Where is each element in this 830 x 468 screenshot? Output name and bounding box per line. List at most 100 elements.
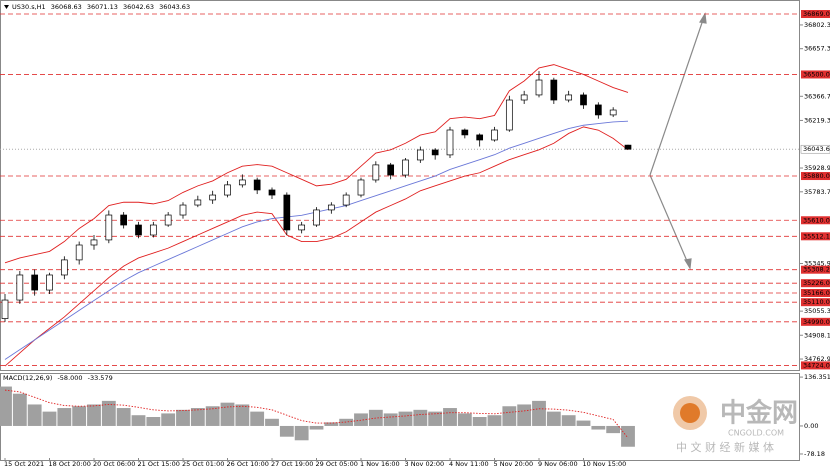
candle-body [179, 204, 187, 216]
candle-body [268, 189, 276, 196]
y-tick-label: 36219.30 [804, 116, 830, 124]
level-label-box [801, 279, 830, 288]
level-label-box [801, 172, 830, 181]
candle-body [16, 274, 24, 301]
macd-bar [443, 408, 457, 426]
candle-body [609, 109, 617, 116]
level-label: 35166.00 [803, 289, 830, 297]
x-tick-label: 29 Oct 05:00 [316, 460, 358, 468]
level-label-box [801, 70, 830, 79]
candle-body [90, 239, 98, 246]
macd-bar [72, 406, 87, 426]
y-tick-label: 34762.90 [804, 355, 830, 363]
y-tick-label: 0.00 [804, 422, 818, 430]
macd-bar [27, 404, 42, 426]
candle-body [520, 94, 528, 101]
macd-bar [116, 408, 131, 426]
candle-body [194, 199, 202, 206]
macd-bar [146, 417, 161, 426]
y-tick-label: 35055.30 [804, 307, 830, 315]
arrow-head [684, 258, 692, 270]
macd-bar [621, 425, 635, 447]
x-tick-label: 1 Nov 16:00 [360, 460, 400, 468]
y-tick-label: 35345.90 [804, 260, 830, 268]
candle-body [149, 224, 157, 236]
candle-body [283, 194, 291, 231]
macd-bar [561, 415, 576, 426]
open: 36068.63 [51, 3, 82, 11]
candle-body [238, 179, 246, 186]
candle-body [461, 129, 469, 136]
level-label-box [801, 10, 830, 19]
candle-body [505, 99, 513, 131]
x-tick-label: 10 Nov 15:00 [583, 460, 627, 468]
level-label: 35308.23 [803, 266, 830, 274]
symbol-menu-arrow[interactable] [4, 5, 9, 9]
candle-body [46, 274, 53, 291]
signal-line [4, 389, 629, 439]
candle-body [120, 214, 128, 226]
x-tick-label: 9 Nov 06:00 [538, 460, 578, 468]
macd-header: MACD(12,26,9) -58.000 -33.579 [3, 374, 113, 382]
candle-body [342, 194, 350, 206]
watermark-title: 中金网 [720, 398, 798, 429]
level-label: 35110.00 [803, 298, 830, 306]
x-tick-label: 20 Oct 06:00 [93, 460, 135, 468]
macd-name: MACD(12,26,9) [3, 374, 52, 382]
candle-body [580, 94, 587, 106]
low: 36042.63 [123, 3, 154, 11]
macd-bar [220, 402, 235, 426]
candle-body [416, 149, 424, 161]
candle-body [1, 299, 9, 319]
x-tick-label: 26 Oct 10:00 [227, 460, 269, 468]
candle-body [327, 204, 335, 211]
x-tick-label: 27 Oct 19:00 [271, 460, 313, 468]
macd-bar [502, 406, 517, 426]
level-label: 36500.00 [803, 70, 830, 78]
watermark-site: CNGOLD.COM [728, 429, 784, 438]
y-tick-label: -78.18 [804, 450, 825, 458]
macd-bar [176, 409, 190, 426]
macd-bar [413, 409, 428, 426]
x-tick-label: 21 Oct 15:00 [138, 460, 180, 468]
macd-bar [428, 411, 443, 426]
macd-bar [265, 418, 279, 426]
level-label-box [801, 289, 830, 298]
level-label: 35880.00 [803, 172, 830, 180]
macd-signal: -33.579 [88, 374, 113, 382]
level-label-box [801, 216, 830, 225]
level-label-box [801, 232, 830, 241]
macd-bar [309, 425, 324, 430]
level-label-box [801, 298, 830, 307]
candle-body [550, 79, 558, 101]
candle-body [431, 149, 439, 156]
y-tick-label: 36657.30 [804, 45, 830, 53]
macd-bar [591, 425, 606, 430]
arrow-head [699, 12, 707, 24]
candle-body [209, 194, 217, 201]
indicator-line [4, 126, 629, 367]
macd-bar [279, 425, 294, 437]
candle-body [357, 179, 365, 196]
candle-body [31, 274, 39, 291]
y-tick-label: 136.351 [804, 373, 830, 381]
macd-bar [532, 400, 546, 426]
macd-bar [487, 415, 502, 426]
candle-body [565, 94, 573, 101]
candle-body [594, 104, 602, 116]
macd-bar [576, 420, 591, 426]
arrow-down [649, 174, 691, 269]
y-tick-label: 35928.90 [804, 164, 830, 172]
candle-body [387, 164, 395, 176]
macd-bar [190, 408, 205, 426]
level-label-box [801, 317, 830, 326]
level-label: 35512.17 [803, 232, 830, 240]
projection-arrows [649, 12, 707, 270]
y-tick-label: 36802.32 [804, 21, 830, 29]
level-label: 34724.00 [803, 361, 830, 369]
candle-body [75, 244, 83, 261]
logo-inner [680, 403, 700, 423]
x-tick-label: 25 Oct 01:00 [182, 460, 224, 468]
candle-body [135, 224, 142, 236]
